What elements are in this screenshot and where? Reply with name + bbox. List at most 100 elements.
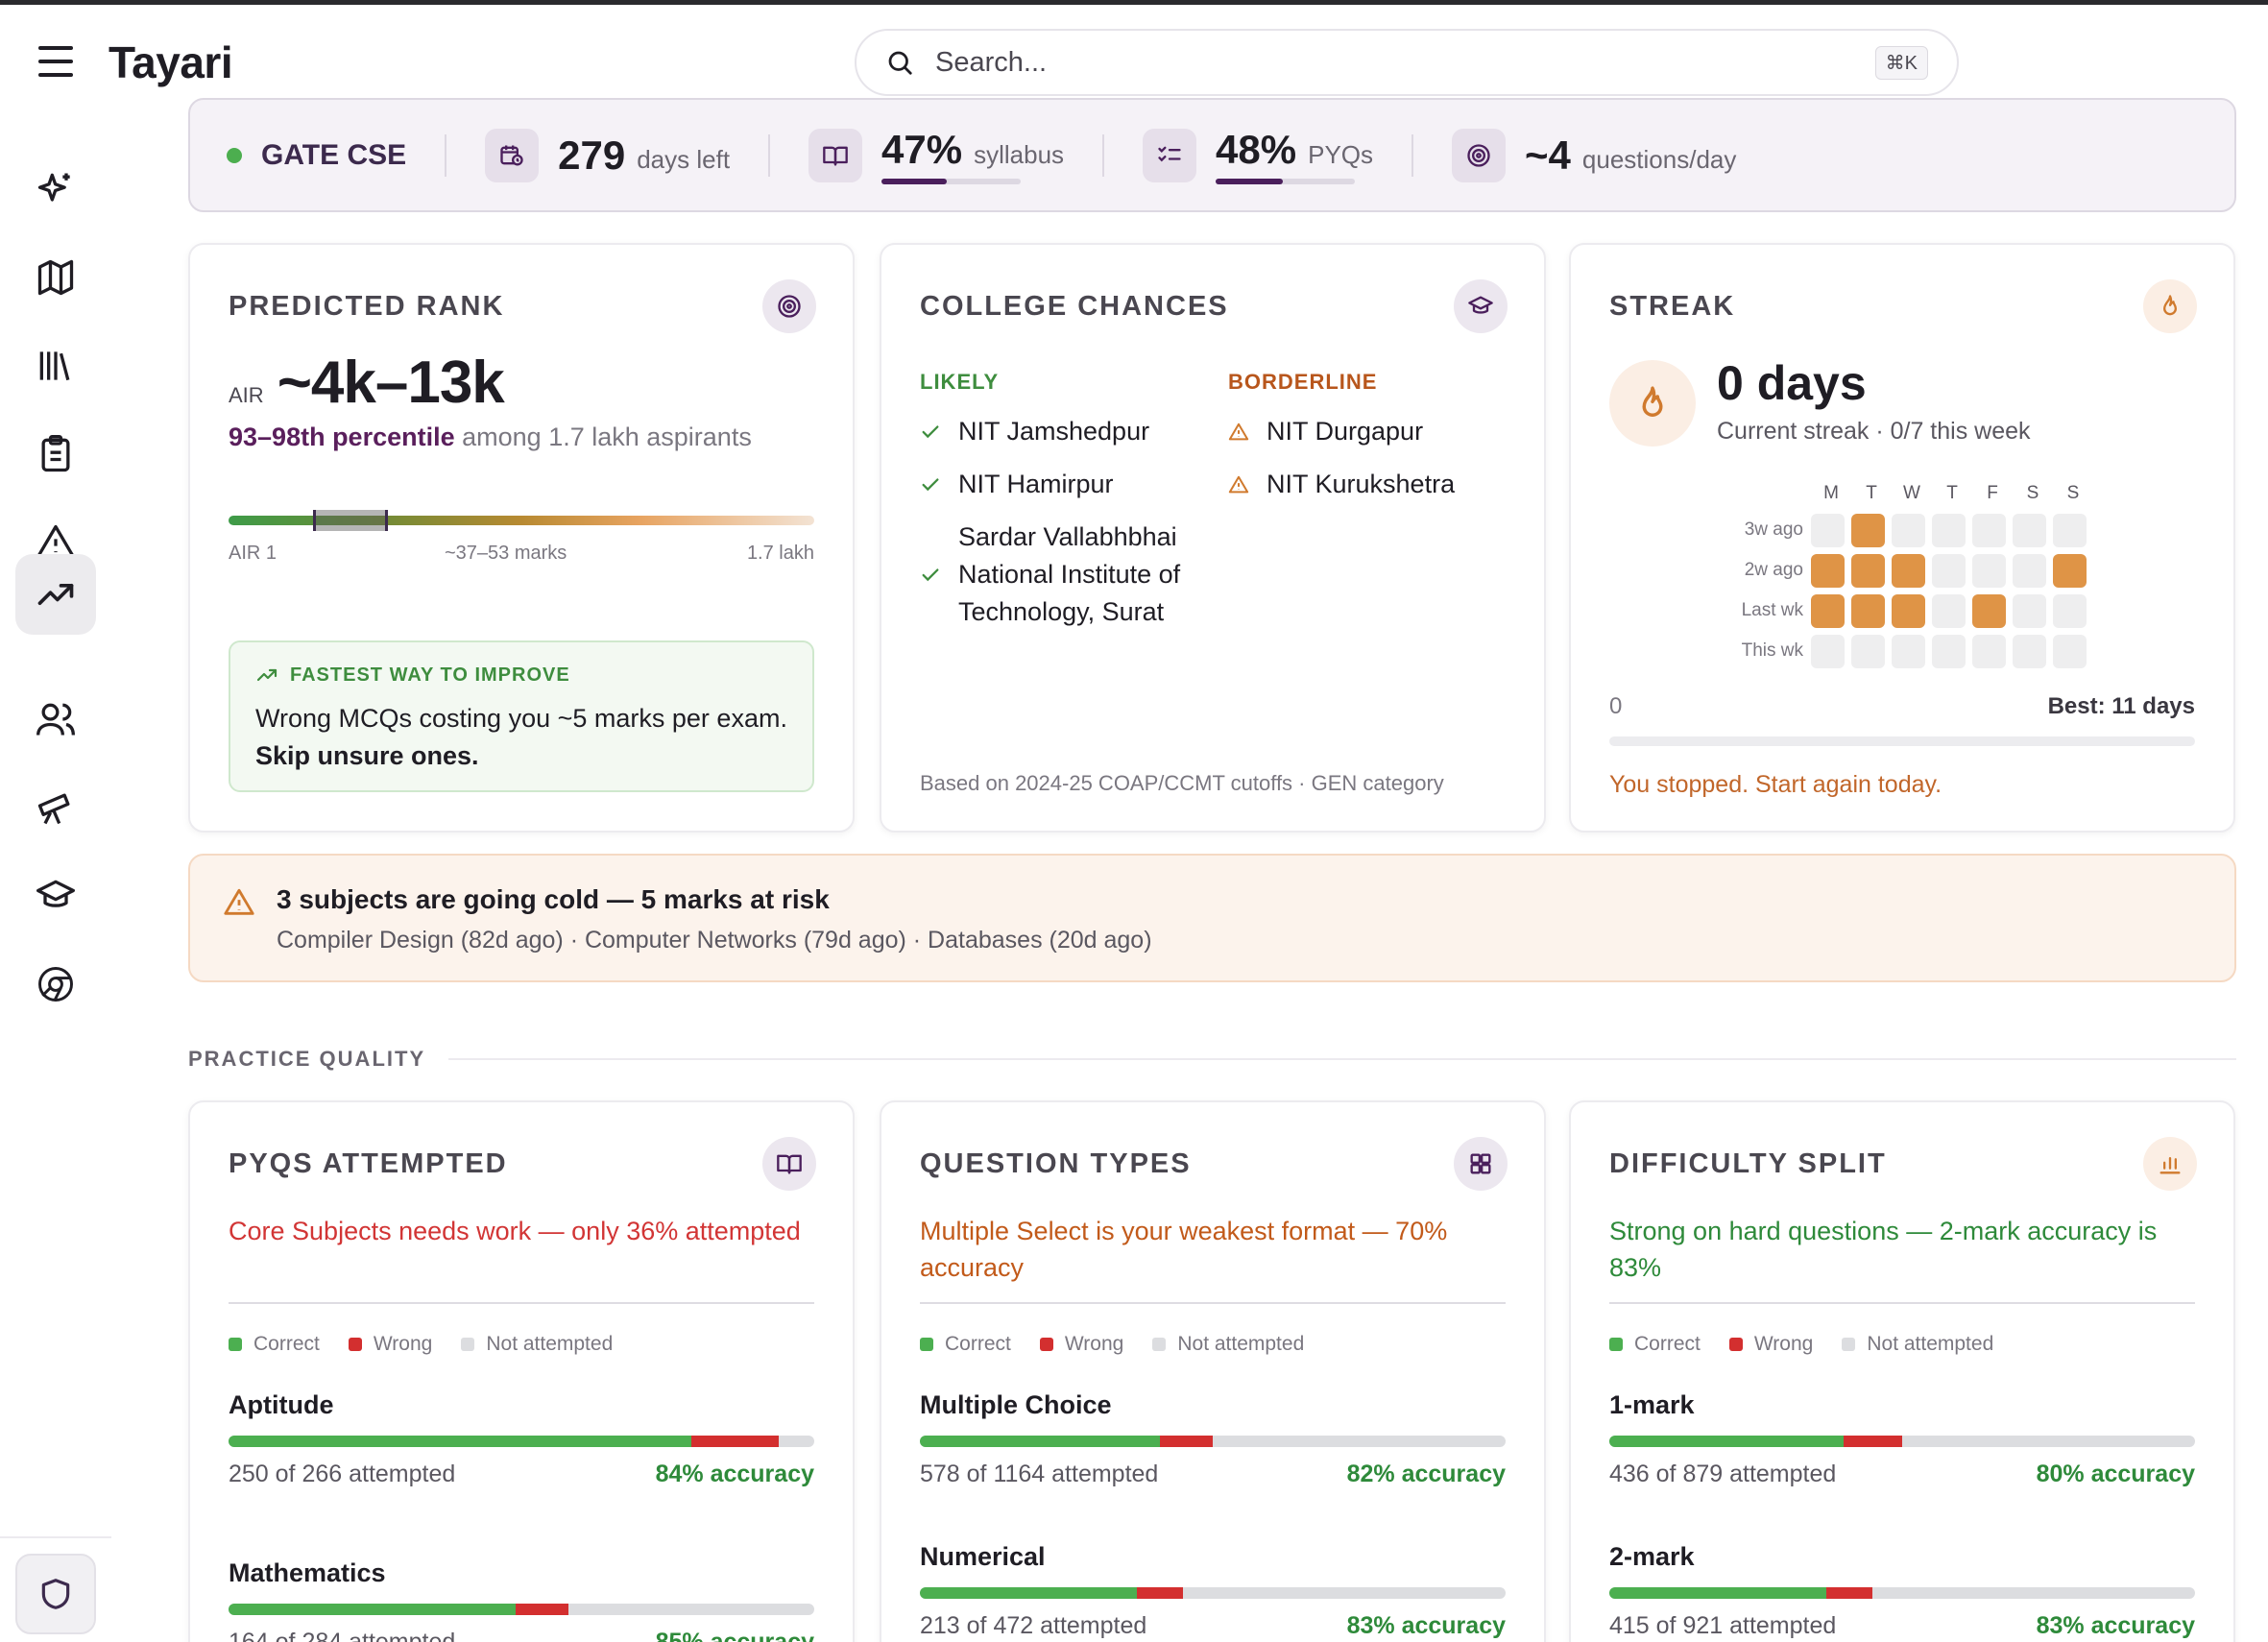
weekday-label: S bbox=[2026, 483, 2039, 503]
section-header: PRACTICE QUALITY bbox=[188, 1047, 2236, 1072]
list-item: NIT Jamshedpur bbox=[920, 413, 1208, 450]
list-item: NIT Kurukshetra bbox=[1228, 466, 1516, 503]
improve-emphasis: Skip unsure ones. bbox=[255, 741, 479, 770]
sidebar-item-community[interactable] bbox=[15, 679, 96, 760]
improve-tip: FASTEST WAY TO IMPROVE Wrong MCQs costin… bbox=[229, 640, 814, 792]
divider bbox=[1609, 1302, 2195, 1304]
pyqs-attempted-card: PYQS ATTEMPTED Core Subjects needs work … bbox=[188, 1100, 855, 1642]
heatmap-row: This wk bbox=[1715, 631, 2093, 671]
weekday-label: W bbox=[1903, 483, 1920, 503]
sparkles-icon bbox=[37, 173, 70, 202]
heatmap-cell bbox=[1972, 513, 2006, 547]
check-icon bbox=[922, 424, 939, 438]
scale-mid: ~37–53 marks bbox=[445, 543, 567, 564]
telescope-icon bbox=[37, 793, 70, 825]
users-icon bbox=[36, 703, 75, 736]
bar-chart-icon bbox=[2143, 1137, 2197, 1191]
search-bar[interactable]: Search... ⌘K bbox=[855, 29, 1959, 96]
menu-icon[interactable] bbox=[38, 46, 73, 77]
improve-body: Wrong MCQs costing you ~5 marks per exam… bbox=[255, 700, 787, 775]
sidebar-item-explore[interactable] bbox=[15, 767, 96, 848]
legend-wrong: Wrong bbox=[373, 1333, 433, 1355]
sidebar-item-library[interactable] bbox=[15, 326, 96, 406]
chrome-icon bbox=[38, 967, 73, 1002]
heatmap-row-label: 2w ago bbox=[1744, 560, 1803, 580]
row-accuracy: 84% accuracy bbox=[655, 1461, 814, 1487]
legend-swatch-not-attempted bbox=[461, 1338, 475, 1351]
map-icon bbox=[37, 259, 74, 296]
sidebar-item-roadmap[interactable] bbox=[15, 237, 96, 318]
search-icon bbox=[888, 51, 912, 75]
subject-row: Mathematics 164 of 284 attempted 85% accu… bbox=[229, 1558, 814, 1642]
difficulty-split-card: DIFFICULTY SPLIT Strong on hard question… bbox=[1569, 1100, 2235, 1642]
search-input[interactable]: Search... bbox=[935, 46, 1048, 78]
exam-selector[interactable]: GATE CSE bbox=[227, 139, 406, 172]
streak-message: You stopped. Start again today. bbox=[1609, 771, 1942, 798]
divider bbox=[1102, 133, 1105, 177]
scale-min: AIR 1 bbox=[229, 543, 277, 564]
predicted-rank-card: PREDICTED RANK AIR ~4k–13k 93–98th perce… bbox=[188, 243, 855, 833]
sidebar-item-sparkles[interactable] bbox=[15, 149, 96, 229]
heatmap-cell bbox=[1932, 634, 1966, 668]
percentile-value: 93–98th percentile bbox=[229, 423, 455, 451]
rank-scale bbox=[229, 510, 814, 531]
book-open-icon bbox=[808, 128, 863, 182]
insight-message: Multiple Select is your weakest format —… bbox=[920, 1217, 1448, 1282]
cold-subjects-alert[interactable]: 3 subjects are going cold — 5 marks at r… bbox=[188, 854, 2236, 982]
alert-detail: Compiler Design (82d ago) · Computer Net… bbox=[277, 927, 1152, 954]
sidebar-item-admin[interactable] bbox=[15, 1554, 96, 1634]
divider bbox=[768, 133, 771, 177]
legend-correct: Correct bbox=[1634, 1333, 1701, 1355]
heatmap-cell bbox=[1932, 553, 1966, 588]
heatmap-row: 2w ago bbox=[1715, 550, 2093, 591]
sidebar-item-colleges[interactable] bbox=[15, 856, 96, 936]
questions-per-day-value: ~4 bbox=[1525, 132, 1571, 178]
row-name: Aptitude bbox=[229, 1390, 334, 1419]
questions-per-day-label: questions/day bbox=[1581, 145, 1737, 174]
flame-icon bbox=[1642, 386, 1663, 417]
row-name: 1-mark bbox=[1609, 1390, 1695, 1419]
grid-icon bbox=[1454, 1137, 1508, 1191]
syllabus-progress bbox=[881, 178, 1022, 184]
streak-progress bbox=[1609, 736, 2195, 746]
heatmap-cell bbox=[2013, 513, 2046, 547]
streak-best: Best: 11 days bbox=[2047, 693, 2195, 719]
likely-list: NIT Jamshedpur NIT Hamirpur Sardar Valla… bbox=[920, 413, 1208, 646]
legend: Correct Wrong Not attempted bbox=[229, 1333, 641, 1356]
row-accuracy: 85% accuracy bbox=[655, 1629, 814, 1642]
syllabus-label: syllabus bbox=[974, 139, 1065, 169]
check-icon bbox=[922, 567, 939, 581]
weekday-label: F bbox=[1987, 483, 1998, 503]
card-title: PREDICTED RANK bbox=[229, 291, 505, 322]
legend-correct: Correct bbox=[945, 1333, 1011, 1355]
legend-correct: Correct bbox=[253, 1333, 320, 1355]
heatmap-cell bbox=[1851, 513, 1885, 547]
heatmap-cell bbox=[1892, 553, 1925, 588]
flame-icon bbox=[2143, 279, 2197, 333]
card-title: PYQS ATTEMPTED bbox=[229, 1148, 508, 1179]
divider bbox=[1411, 133, 1414, 177]
row-name: Numerical bbox=[920, 1542, 1046, 1571]
sidebar-item-tests[interactable] bbox=[15, 414, 96, 495]
rank-range: AIR ~4k–13k bbox=[229, 349, 505, 417]
top-header: Tayari Search... ⌘K bbox=[0, 5, 2268, 110]
streak-card: STREAK 0 days Current streak · 0/7 this … bbox=[1569, 243, 2235, 833]
heatmap-cell bbox=[2013, 634, 2046, 668]
insight-message: Core Subjects needs work — only 36% atte… bbox=[229, 1217, 801, 1245]
legend-swatch-wrong bbox=[348, 1338, 362, 1351]
heatmap-row-label: Last wk bbox=[1741, 600, 1803, 620]
row-name: Mathematics bbox=[229, 1558, 386, 1587]
heatmap-cell bbox=[1811, 634, 1845, 668]
sidebar-item-analytics[interactable] bbox=[15, 554, 96, 635]
trending-up-icon bbox=[256, 668, 277, 682]
accuracy-bar bbox=[1609, 1587, 2195, 1599]
sidebar-item-chrome[interactable] bbox=[15, 944, 96, 1025]
list-item: NIT Durgapur bbox=[1228, 413, 1516, 450]
streak-heatmap: 3w ago 2w ago Last wk This wk bbox=[1715, 510, 2093, 671]
heatmap-row: 3w ago bbox=[1715, 510, 2093, 550]
window-top-border bbox=[0, 0, 2268, 5]
weekday-label: T bbox=[1866, 483, 1877, 503]
row-name: 2-mark bbox=[1609, 1542, 1695, 1571]
exam-stats-bar: GATE CSE 279 days left 47% syllabus 48% bbox=[188, 98, 2236, 212]
trending-up-icon bbox=[37, 584, 74, 605]
